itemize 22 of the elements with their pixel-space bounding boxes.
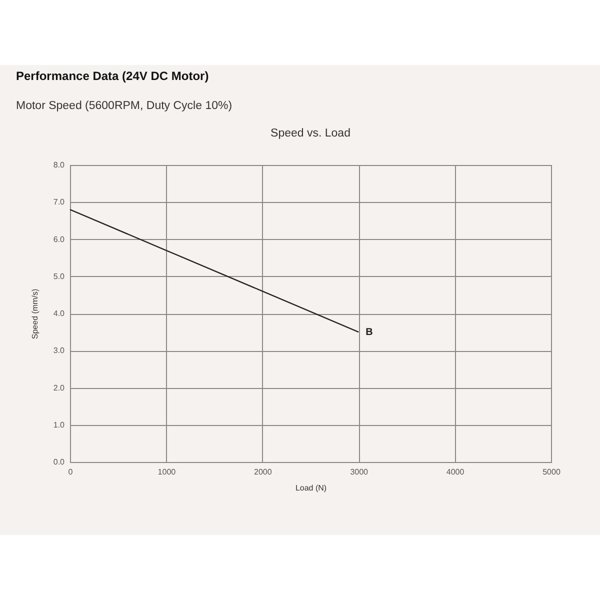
y-tick-label: 5.0 — [53, 272, 66, 281]
y-tick-label: 2.0 — [53, 383, 66, 392]
text: Speed vs. Load — [270, 128, 350, 140]
chart-title: Performance Data (24V DC Motor) — [16, 69, 209, 83]
x-tick-label: 1000 — [158, 468, 176, 476]
y-tick-label: 8.0 — [53, 160, 66, 170]
y-tick-label: 4.0 — [53, 309, 66, 318]
x-tick-label: 5000 — [542, 468, 561, 476]
y-tick-label: 7.0 — [53, 198, 66, 207]
x-tick-label: 3000 — [350, 468, 369, 476]
chart-subtitle: Motor Speed (5600RPM, Duty Cycle 10%) — [16, 100, 232, 112]
series-label: B — [366, 327, 373, 338]
y-tick-label: 6.0 — [53, 234, 66, 244]
y-tick-label: 0.0 — [53, 458, 66, 466]
y-tick-label: 1.0 — [53, 420, 66, 430]
y-tick-label: 3.0 — [53, 346, 66, 356]
x-tick-label: 4000 — [446, 468, 465, 476]
line-series — [69, 208, 360, 333]
x-tick-label: 2000 — [254, 468, 272, 476]
y-axis-title: Speed (mm/s) — [30, 288, 40, 340]
x-tick-label: 0 — [68, 468, 74, 476]
x-axis-title: Load (N) — [295, 484, 327, 492]
